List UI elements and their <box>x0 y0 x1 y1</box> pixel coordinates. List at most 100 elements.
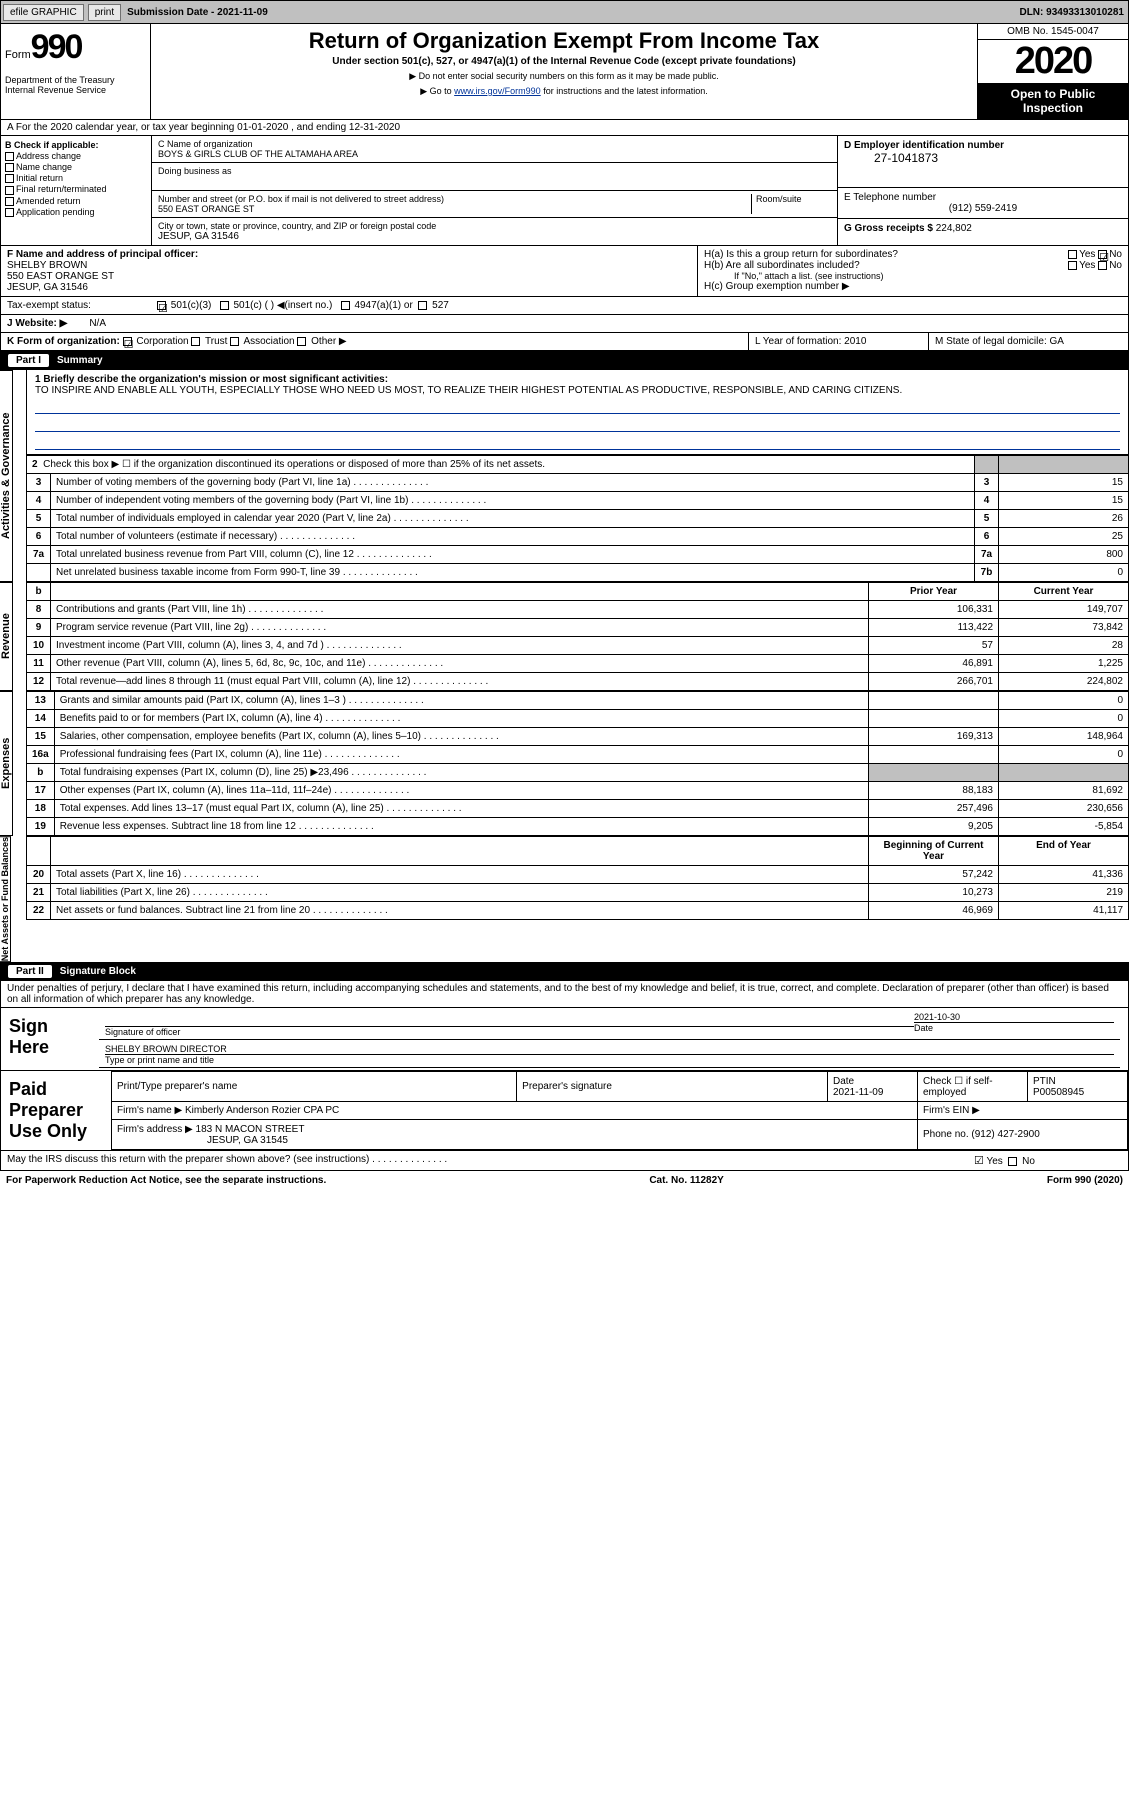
line-a: A For the 2020 calendar year, or tax yea… <box>0 120 1129 136</box>
addr-label: Number and street (or P.O. box if mail i… <box>158 194 751 204</box>
discuss-no: No <box>1022 1156 1035 1167</box>
chk-amended[interactable]: Amended return <box>5 196 147 206</box>
chk-app-pending[interactable]: Application pending <box>5 207 147 217</box>
omb-number: OMB No. 1545-0047 <box>978 24 1128 40</box>
discuss-yes-chk[interactable]: ☑ <box>974 1155 984 1167</box>
table-row: 22Net assets or fund balances. Subtract … <box>27 902 1129 920</box>
footer: For Paperwork Reduction Act Notice, see … <box>0 1171 1129 1190</box>
part2-num: Part II <box>8 965 52 978</box>
prep-sig-hdr: Preparer's signature <box>517 1072 828 1102</box>
chk-address-change[interactable]: Address change <box>5 151 147 161</box>
print-button[interactable]: print <box>88 4 121 21</box>
hb-yes[interactable]: Yes <box>1079 260 1095 271</box>
discuss-q: May the IRS discuss this return with the… <box>7 1154 369 1165</box>
box-f-label: F Name and address of principal officer: <box>7 249 691 260</box>
chk-527[interactable] <box>418 301 427 310</box>
identity-block: B Check if applicable: Address change Na… <box>0 136 1129 246</box>
right-column: D Employer identification number 27-1041… <box>838 136 1128 245</box>
self-emp-chk[interactable]: Check ☐ if self-employed <box>918 1072 1028 1102</box>
mission-q: 1 Briefly describe the organization's mi… <box>35 374 1120 385</box>
chk-initial-return[interactable]: Initial return <box>5 173 147 183</box>
chk-final-return[interactable]: Final return/terminated <box>5 184 147 194</box>
sig-date: 2021-10-30 <box>914 1012 1114 1022</box>
ha-no[interactable]: No <box>1109 249 1122 260</box>
discuss-row: May the IRS discuss this return with the… <box>0 1151 1129 1171</box>
c-label: C Name of organization <box>158 139 831 149</box>
officer-name: SHELBY BROWN <box>7 260 691 271</box>
table-row: 9Program service revenue (Part VIII, lin… <box>27 619 1129 637</box>
chk-501c3[interactable]: ☑ <box>157 301 166 310</box>
officer-addr2: JESUP, GA 31546 <box>7 282 691 293</box>
527-label: 527 <box>432 300 449 311</box>
firm-addr2: JESUP, GA 31545 <box>207 1135 288 1146</box>
m-state: M State of legal domicile: GA <box>928 333 1128 350</box>
note2-post: for instructions and the latest informat… <box>541 86 708 96</box>
line-k-row: K Form of organization: ☑ Corporation Tr… <box>0 333 1129 351</box>
firm-phone-label: Phone no. <box>923 1129 969 1140</box>
hb-no[interactable]: No <box>1109 260 1122 271</box>
form-id-cell: Form990 Department of the Treasury Inter… <box>1 24 151 119</box>
line2-text: Check this box ▶ ☐ if the organization d… <box>43 459 545 470</box>
ptin-hdr: PTIN <box>1033 1076 1056 1087</box>
discuss-no-chk[interactable] <box>1008 1157 1017 1166</box>
mission-blank-2 <box>35 418 1120 432</box>
firm-addr-label: Firm's address ▶ <box>117 1124 193 1135</box>
footer-left: For Paperwork Reduction Act Notice, see … <box>6 1175 326 1186</box>
efile-button[interactable]: efile GRAPHIC <box>3 4 84 21</box>
city-label: City or town, state or province, country… <box>158 221 831 231</box>
ein-label: D Employer identification number <box>844 140 1122 151</box>
prep-date-val: 2021-11-09 <box>833 1087 883 1098</box>
paid-preparer-block: Paid Preparer Use Only Print/Type prepar… <box>0 1071 1129 1151</box>
sig-officer-label: Signature of officer <box>105 1026 914 1037</box>
discuss-yes: Yes <box>986 1156 1002 1167</box>
note-1: ▶ Do not enter social security numbers o… <box>155 71 973 82</box>
mission-text: TO INSPIRE AND ENABLE ALL YOUTH, ESPECIA… <box>35 385 1120 396</box>
irs-link[interactable]: www.irs.gov/Form990 <box>454 86 541 96</box>
footer-mid: Cat. No. 11282Y <box>649 1175 723 1186</box>
table-row: 4Number of independent voting members of… <box>27 492 1129 510</box>
chk-501c[interactable] <box>220 301 229 310</box>
box-b: B Check if applicable: Address change Na… <box>1 136 151 245</box>
sig-date-label: Date <box>914 1022 1114 1033</box>
chk-other[interactable] <box>297 337 306 346</box>
print-name-label: Type or print name and title <box>105 1054 1114 1065</box>
ha-yes[interactable]: Yes <box>1079 249 1095 260</box>
table-row: 6Total number of volunteers (estimate if… <box>27 528 1129 546</box>
hb-note: If "No," attach a list. (see instruction… <box>704 271 1122 281</box>
dln-label: DLN: 93493313010281 <box>1019 7 1124 18</box>
website-label: J Website: ▶ <box>1 315 73 332</box>
tax-status-label: Tax-exempt status: <box>1 297 151 314</box>
chk-corp[interactable]: ☑ <box>123 337 132 346</box>
officer-print-name: SHELBY BROWN DIRECTOR <box>105 1044 1114 1054</box>
l-year: L Year of formation: 2010 <box>748 333 928 350</box>
note-2: ▶ Go to www.irs.gov/Form990 for instruct… <box>155 86 973 97</box>
sign-block: Sign Here Signature of officer 2021-10-3… <box>0 1008 1129 1071</box>
chk-4947[interactable] <box>341 301 350 310</box>
form-number: 990 <box>31 28 82 66</box>
table-row: 19Revenue less expenses. Subtract line 1… <box>27 818 1129 836</box>
table-row: 15Salaries, other compensation, employee… <box>27 728 1129 746</box>
chk-name-change[interactable]: Name change <box>5 162 147 172</box>
opt-corp: Corporation <box>136 336 188 347</box>
table-row: 17Other expenses (Part IX, column (A), l… <box>27 782 1129 800</box>
501c-label: 501(c) ( ) ◀(insert no.) <box>233 300 332 311</box>
net-table: Beginning of Current YearEnd of Year 20T… <box>26 836 1129 920</box>
part1-header: Part I Summary <box>0 351 1129 370</box>
page-title: Return of Organization Exempt From Incom… <box>155 28 973 54</box>
firm-name: Kimberly Anderson Rozier CPA PC <box>185 1105 339 1116</box>
submission-date: Submission Date - 2021-11-09 <box>127 7 268 18</box>
table-row: 16aProfessional fundraising fees (Part I… <box>27 746 1129 764</box>
room-label: Room/suite <box>751 194 831 214</box>
website-row: J Website: ▶ N/A <box>0 315 1129 333</box>
chk-trust[interactable] <box>191 337 200 346</box>
hdr-end: End of Year <box>999 837 1129 866</box>
chk-assoc[interactable] <box>230 337 239 346</box>
side-revenue: Revenue <box>0 582 13 691</box>
hdr-prior: Prior Year <box>869 583 999 601</box>
part1-title: Summary <box>57 355 103 366</box>
ptin-val: P00508945 <box>1033 1087 1084 1098</box>
form-header: Form990 Department of the Treasury Inter… <box>0 24 1129 120</box>
phone-value: (912) 559-2419 <box>844 203 1122 214</box>
gross-value: 224,802 <box>936 223 972 234</box>
501c3-label: 501(c)(3) <box>171 300 212 311</box>
